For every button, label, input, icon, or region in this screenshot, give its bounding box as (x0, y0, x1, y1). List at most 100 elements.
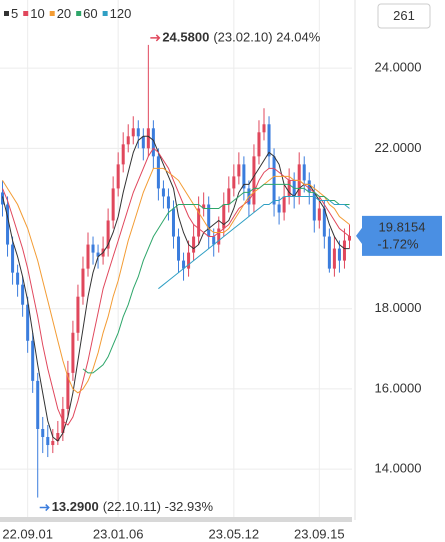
y-tick-label: 16.0000 (375, 380, 422, 395)
period-button-label[interactable]: 261 (393, 8, 415, 23)
x-tick-label: 23.01.06 (93, 526, 144, 541)
ma-line (2, 135, 350, 442)
candle-body (171, 208, 175, 237)
candle-body (317, 208, 321, 221)
candle-body (267, 124, 271, 157)
candle-body (192, 236, 196, 253)
x-tick-label: 22.09.01 (2, 526, 53, 541)
candle-body (116, 164, 120, 189)
candle-body (187, 252, 191, 269)
candle-body (342, 240, 346, 261)
candle-body (182, 260, 186, 269)
note-arrow (150, 34, 161, 42)
y-tick-label: 24.0000 (375, 60, 422, 75)
candle-body (71, 332, 75, 373)
candle-body (197, 208, 201, 237)
candle-body (136, 128, 140, 137)
candle-body (16, 272, 20, 285)
candle-body (337, 248, 341, 261)
candle-body (56, 432, 60, 442)
candle-body (46, 437, 50, 446)
ma-line (2, 147, 350, 426)
candle-body (227, 188, 231, 205)
ma-line (2, 167, 350, 394)
candle-body (307, 180, 311, 193)
y-tick-label: 22.0000 (375, 140, 422, 155)
candle-body (91, 244, 95, 253)
legend-label: 10 (30, 6, 44, 21)
last-price-tag (356, 215, 442, 256)
legend-swatch (76, 11, 82, 16)
candle-body (146, 128, 150, 149)
note-value: 24.5800 (162, 29, 209, 44)
candle-body (166, 196, 170, 209)
candle-body (327, 236, 331, 269)
candle-body (302, 164, 306, 181)
candle-body (76, 296, 80, 333)
legend-swatch (102, 11, 108, 16)
legend-swatch (4, 11, 9, 16)
note-text: (23.02.10) 24.04% (213, 29, 320, 44)
legend-swatch (23, 11, 29, 16)
x-tick-label: 23.09.15 (294, 526, 345, 541)
candle-body (177, 236, 181, 261)
legend-label: 60 (83, 6, 97, 21)
candle-body (111, 188, 115, 221)
candle-body (332, 248, 336, 269)
candle-body (277, 204, 281, 213)
y-tick-label: 14.0000 (375, 461, 422, 476)
candle-body (242, 164, 246, 189)
candle-body (347, 235, 351, 241)
candle-body (21, 284, 25, 305)
candle-body (86, 244, 90, 269)
candle-body (161, 188, 165, 197)
candle-body (312, 192, 316, 221)
note-arrow (39, 504, 50, 512)
period-button[interactable] (377, 3, 431, 29)
candle-body (222, 204, 226, 229)
candle-body (257, 132, 261, 157)
candle-body (51, 441, 55, 446)
candle-body (66, 372, 70, 409)
candle-body (106, 220, 110, 249)
candle-body (202, 204, 206, 209)
candle-body (237, 164, 241, 177)
candle-body (207, 204, 211, 237)
candle-body (212, 236, 216, 245)
ma-line (158, 196, 350, 290)
candle-body (131, 128, 135, 137)
legend-label: 5 (11, 6, 18, 21)
candle-body (41, 428, 45, 438)
candle-body (232, 176, 236, 189)
candle-body (217, 228, 221, 245)
candle-body (126, 136, 130, 145)
candle-body (81, 268, 85, 297)
last-price-change: -1.72% (377, 236, 419, 251)
candle-body (6, 204, 10, 245)
candle-body (26, 304, 30, 341)
note-text: (22.10.11) -32.93% (103, 499, 214, 514)
x-tick-label: 23.05.12 (209, 526, 260, 541)
candle-body (36, 380, 40, 429)
candle-body (96, 252, 100, 257)
candle-body (121, 144, 125, 165)
candle-body (11, 244, 15, 273)
candle-body (156, 156, 160, 189)
candle-body (282, 196, 286, 213)
note-value: 13.2900 (52, 499, 99, 514)
candle-body (141, 136, 145, 149)
x-axis-bar (0, 517, 352, 522)
legend-swatch (49, 11, 55, 16)
legend-label: 120 (110, 6, 132, 21)
candle-body (272, 156, 276, 205)
candle-body (252, 156, 256, 205)
candle-body (262, 124, 266, 133)
last-price: 19.8154 (379, 219, 426, 234)
candle-body (31, 340, 35, 381)
candle-body (287, 180, 291, 197)
candle-body (322, 208, 326, 237)
y-tick-label: 18.0000 (375, 300, 422, 315)
ma-line (82, 183, 350, 374)
